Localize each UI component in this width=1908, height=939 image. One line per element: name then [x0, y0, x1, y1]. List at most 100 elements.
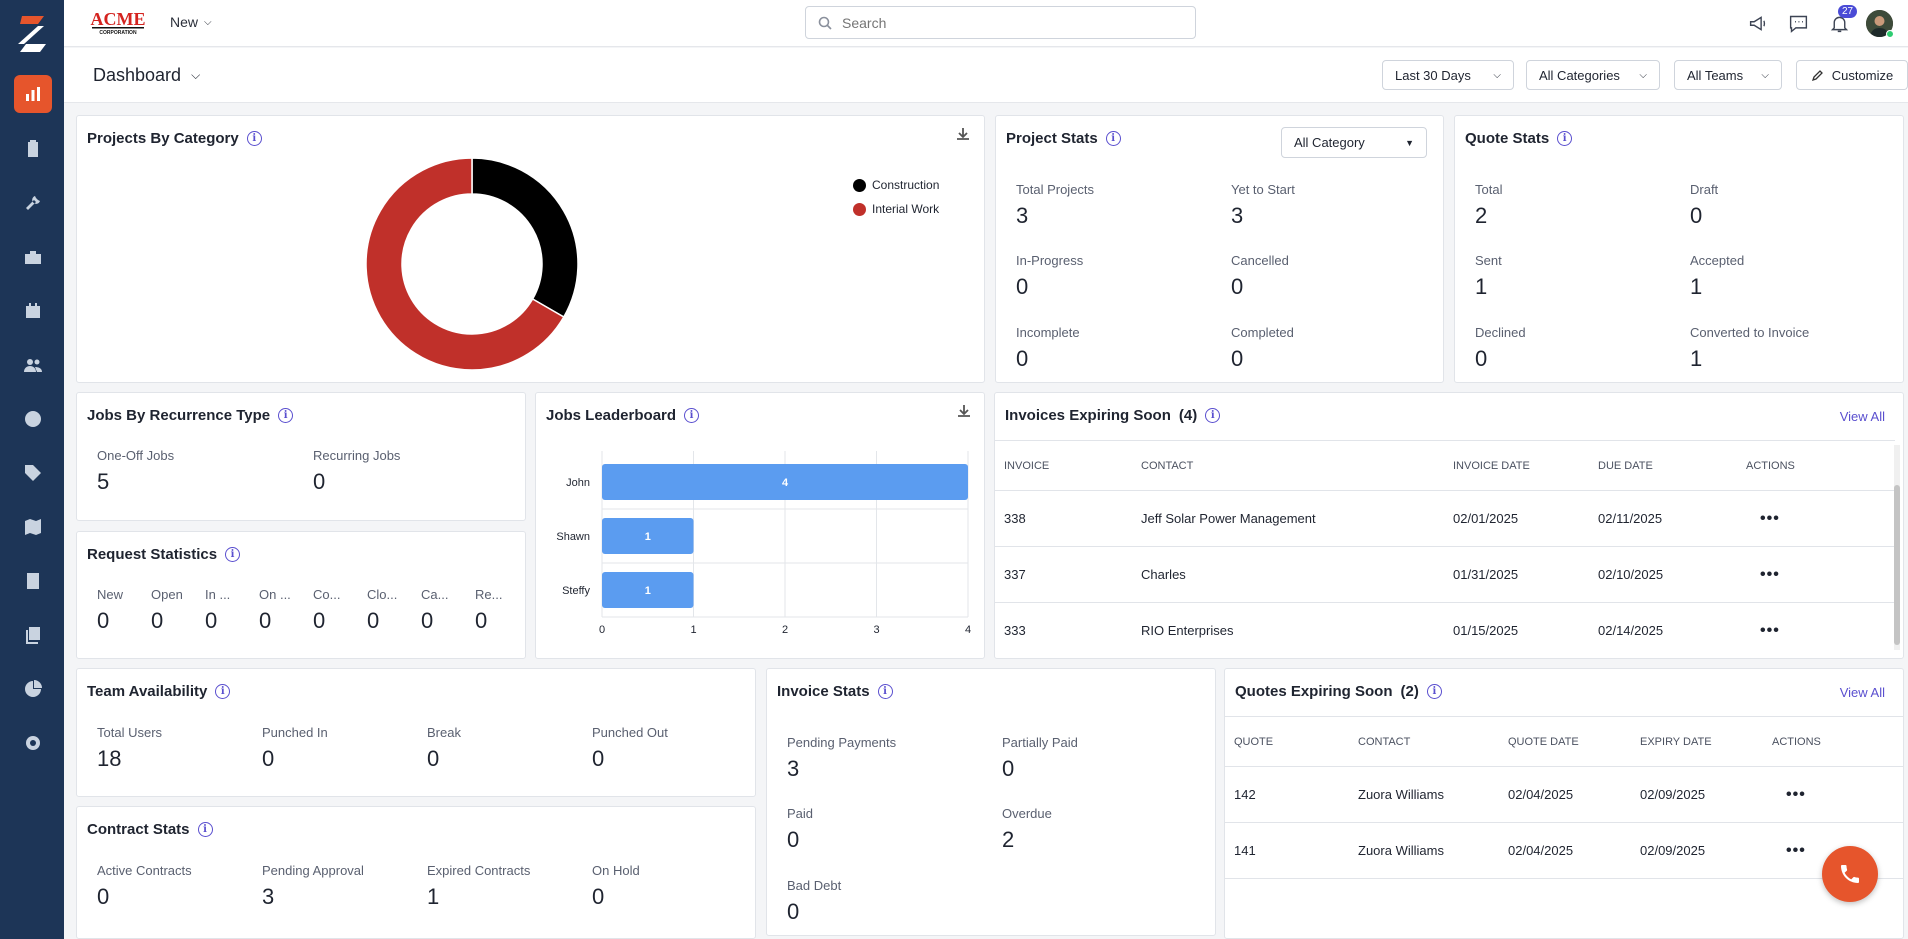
contact-name[interactable]: RIO Enterprises [1141, 602, 1453, 658]
nav-jobs[interactable] [14, 238, 52, 276]
stat-value: 0 [1475, 346, 1488, 371]
more-actions-icon[interactable]: ••• [1760, 565, 1780, 583]
info-icon[interactable]: i [197, 822, 213, 837]
info-icon[interactable]: i [877, 684, 893, 699]
stat-value: 0 [427, 746, 440, 771]
contact-name[interactable]: Zuora Williams [1358, 822, 1508, 879]
stat-value: 0 [421, 608, 434, 633]
more-actions-icon[interactable]: ••• [1786, 785, 1806, 803]
date-range-filter[interactable]: Last 30 Days ⌵ [1382, 60, 1514, 90]
stat-label: New [97, 587, 124, 602]
nav-settings[interactable] [14, 724, 52, 762]
table-row[interactable]: 337 Charles 01/31/2025 02/10/2025 ••• [995, 546, 1895, 603]
card-title: Invoice Stats i [777, 683, 893, 700]
stat-label: On Hold [592, 863, 640, 878]
download-icon [958, 405, 970, 417]
bar-steffy[interactable] [602, 572, 694, 608]
user-photo [1866, 10, 1893, 37]
nav-calendar[interactable] [14, 292, 52, 330]
quote-number[interactable]: 141 [1225, 822, 1358, 879]
stat-label: Re... [475, 587, 503, 602]
stat-value: 0 [1690, 203, 1703, 228]
info-icon[interactable]: i [278, 408, 294, 423]
nav-contracts[interactable] [14, 616, 52, 654]
project-category-select[interactable]: All Category ▼ [1281, 127, 1427, 158]
nav-dashboard[interactable] [14, 75, 52, 113]
info-icon[interactable]: i [1426, 684, 1442, 699]
stat-value: 1 [1690, 274, 1703, 299]
view-all-quotes-link[interactable]: View All [1839, 685, 1885, 700]
nav-tools[interactable] [14, 184, 52, 222]
customize-button[interactable]: Customize [1796, 60, 1908, 90]
table-row[interactable]: 338 Jeff Solar Power Management 02/01/2025… [995, 490, 1895, 547]
legend-item-interial-work[interactable]: Interial Work [853, 202, 939, 216]
invoice-number[interactable]: 337 [995, 546, 1141, 603]
jobs-recurrence-card: Jobs By Recurrence Type i One-Off Jobs 5 R… [76, 392, 526, 521]
stat-value: 0 [1231, 346, 1244, 371]
info-icon[interactable]: i [1557, 131, 1573, 146]
legend-item-construction[interactable]: Construction [853, 178, 939, 192]
contact-name[interactable]: Charles [1141, 546, 1453, 603]
scrollbar-thumb[interactable] [1894, 485, 1900, 645]
avatar[interactable] [1866, 10, 1893, 37]
info-icon[interactable]: i [246, 131, 262, 146]
leaderboard-bar-chart: 0 1 2 3 4 4 John 1 Shawn 1 Steffy [556, 451, 971, 636]
more-actions-icon[interactable]: ••• [1786, 841, 1806, 859]
table-row[interactable]: 333 RIO Enterprises 01/15/2025 02/14/2025 ••… [995, 602, 1895, 658]
nav-invoices[interactable] [14, 562, 52, 600]
dashboard-header: Dashboard ⌵ Last 30 Days ⌵ All Categories ⌵… [64, 48, 1908, 103]
contact-name[interactable]: Zuora Williams [1358, 766, 1508, 823]
nav-users[interactable] [14, 346, 52, 384]
nav-tasks[interactable] [14, 130, 52, 168]
app-logo-icon[interactable] [14, 14, 50, 54]
contact-name[interactable]: Jeff Solar Power Management [1141, 490, 1453, 547]
info-icon[interactable]: i [684, 408, 700, 423]
search-input[interactable] [842, 14, 1162, 31]
download-button[interactable] [956, 403, 972, 419]
nav-timesheet[interactable] [14, 400, 52, 438]
download-button[interactable] [955, 126, 971, 142]
announcement-button[interactable] [1746, 11, 1770, 35]
donut-slice-interial-work[interactable] [365, 157, 565, 371]
bar-john[interactable] [602, 464, 968, 500]
category-select-label: All Category [1294, 135, 1365, 150]
brand-logo[interactable]: ACME CORPORATION [86, 8, 150, 36]
scrollbar-track[interactable] [1894, 445, 1900, 650]
megaphone-icon [1749, 15, 1765, 31]
info-icon[interactable]: i [1105, 131, 1121, 146]
card-title: Quotes Expiring Soon (2) i [1235, 683, 1442, 700]
view-all-invoices-link[interactable]: View All [1839, 409, 1885, 424]
request-statistics-card: Request Statistics i New 0 Open 0 In ... 0 O… [76, 531, 526, 659]
info-icon[interactable]: i [225, 547, 241, 562]
invoice-date: 02/01/2025 [1453, 490, 1598, 547]
new-menu-button[interactable]: New ⌵ [170, 14, 212, 30]
donut-slice-construction[interactable] [471, 157, 579, 319]
nav-map[interactable] [14, 508, 52, 546]
table-row[interactable]: 142 Zuora Williams 02/04/2025 02/09/2025 ••• [1225, 766, 1903, 823]
stat-value: 0 [787, 899, 800, 924]
info-icon[interactable]: i [1205, 408, 1221, 423]
more-actions-icon[interactable]: ••• [1760, 621, 1780, 639]
stat-on-hold: On ... 0 [259, 587, 291, 634]
info-icon[interactable]: i [215, 684, 231, 699]
chat-button[interactable] [1786, 11, 1810, 35]
invoice-number[interactable]: 338 [995, 490, 1141, 547]
bar-shawn[interactable] [602, 518, 694, 554]
more-actions-icon[interactable]: ••• [1760, 509, 1780, 527]
invoice-number[interactable]: 333 [995, 602, 1141, 658]
stat-pending-payments: Pending Payments 3 [787, 735, 896, 782]
stat-label: Total Users [97, 725, 163, 740]
stat-punched-out: Punched Out 0 [592, 725, 668, 772]
invoices-table: INVOICE CONTACT INVOICE DATE DUE DATE AC… [995, 440, 1895, 658]
nav-reports[interactable] [14, 670, 52, 708]
teams-filter[interactable]: All Teams ⌵ [1674, 60, 1782, 90]
dashboard-selector[interactable]: Dashboard ⌵ [93, 65, 200, 86]
nav-pricing[interactable] [14, 454, 52, 492]
categories-filter[interactable]: All Categories ⌵ [1526, 60, 1660, 90]
stat-in-progress: In-Progress 0 [1016, 253, 1083, 300]
table-row[interactable]: 141 Zuora Williams 02/04/2025 02/09/2025 ••• [1225, 822, 1903, 879]
column-header: ACTIONS [1746, 440, 1895, 491]
search-box[interactable] [805, 6, 1196, 39]
call-button[interactable] [1822, 846, 1878, 902]
quote-number[interactable]: 142 [1225, 766, 1358, 823]
